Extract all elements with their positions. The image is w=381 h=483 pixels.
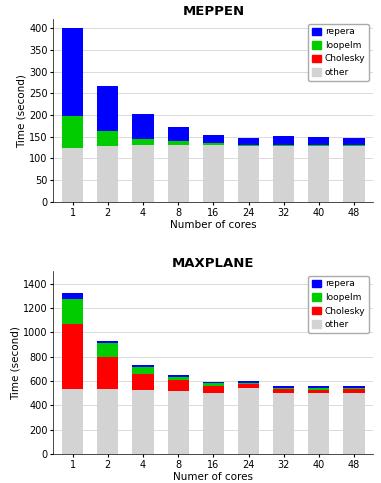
Bar — [308, 144, 330, 146]
Bar — [203, 384, 224, 386]
Bar — [344, 388, 365, 389]
Y-axis label: Time (second): Time (second) — [16, 74, 26, 148]
Bar — [203, 145, 224, 202]
Bar — [273, 389, 294, 393]
Bar — [344, 393, 365, 454]
Bar — [97, 131, 118, 146]
Y-axis label: Time (second): Time (second) — [10, 326, 20, 399]
Bar — [238, 381, 259, 383]
Bar — [97, 342, 118, 356]
Title: MEPPEN: MEPPEN — [182, 5, 245, 18]
Bar — [62, 116, 83, 148]
Bar — [344, 144, 365, 146]
Bar — [273, 144, 294, 146]
Bar — [273, 393, 294, 454]
Bar — [273, 388, 294, 389]
Bar — [133, 367, 154, 374]
Bar — [238, 383, 259, 384]
Bar — [238, 138, 259, 144]
Bar — [273, 386, 294, 388]
Bar — [62, 325, 83, 389]
Bar — [203, 386, 224, 393]
Bar — [133, 139, 154, 145]
Bar — [344, 138, 365, 144]
Bar — [62, 299, 83, 325]
Bar — [133, 374, 154, 390]
Bar — [62, 148, 83, 202]
Bar — [273, 146, 294, 202]
Bar — [97, 146, 118, 202]
Bar — [344, 146, 365, 202]
Bar — [133, 114, 154, 139]
Bar — [62, 28, 83, 116]
Bar — [168, 141, 189, 144]
Bar — [168, 375, 189, 377]
Bar — [308, 388, 330, 390]
Bar — [308, 390, 330, 393]
Bar — [97, 86, 118, 131]
Bar — [168, 380, 189, 391]
Bar — [308, 393, 330, 454]
Bar — [62, 389, 83, 454]
Bar — [238, 388, 259, 454]
Title: MAXPLANE: MAXPLANE — [172, 257, 255, 270]
Bar — [238, 144, 259, 146]
Legend: repera, loopelm, Cholesky, other: repera, loopelm, Cholesky, other — [308, 276, 369, 333]
Bar — [203, 135, 224, 143]
X-axis label: Numer of cores: Numer of cores — [173, 472, 253, 483]
Bar — [97, 389, 118, 454]
Bar — [203, 143, 224, 145]
Bar — [203, 393, 224, 454]
Bar — [133, 390, 154, 454]
Bar — [168, 391, 189, 454]
Bar — [308, 386, 330, 388]
Bar — [238, 384, 259, 388]
Bar — [238, 146, 259, 202]
Bar — [308, 137, 330, 144]
Bar — [133, 365, 154, 367]
Legend: repera, loopelm, Cholesky, other: repera, loopelm, Cholesky, other — [308, 24, 369, 81]
Bar — [133, 145, 154, 202]
Bar — [344, 389, 365, 393]
Bar — [168, 377, 189, 380]
Bar — [168, 127, 189, 141]
Bar — [344, 386, 365, 388]
Bar — [308, 146, 330, 202]
Bar — [62, 293, 83, 299]
Bar — [168, 144, 189, 202]
Bar — [97, 341, 118, 342]
Bar — [97, 356, 118, 389]
Bar — [203, 382, 224, 384]
X-axis label: Number of cores: Number of cores — [170, 220, 257, 230]
Bar — [273, 136, 294, 144]
